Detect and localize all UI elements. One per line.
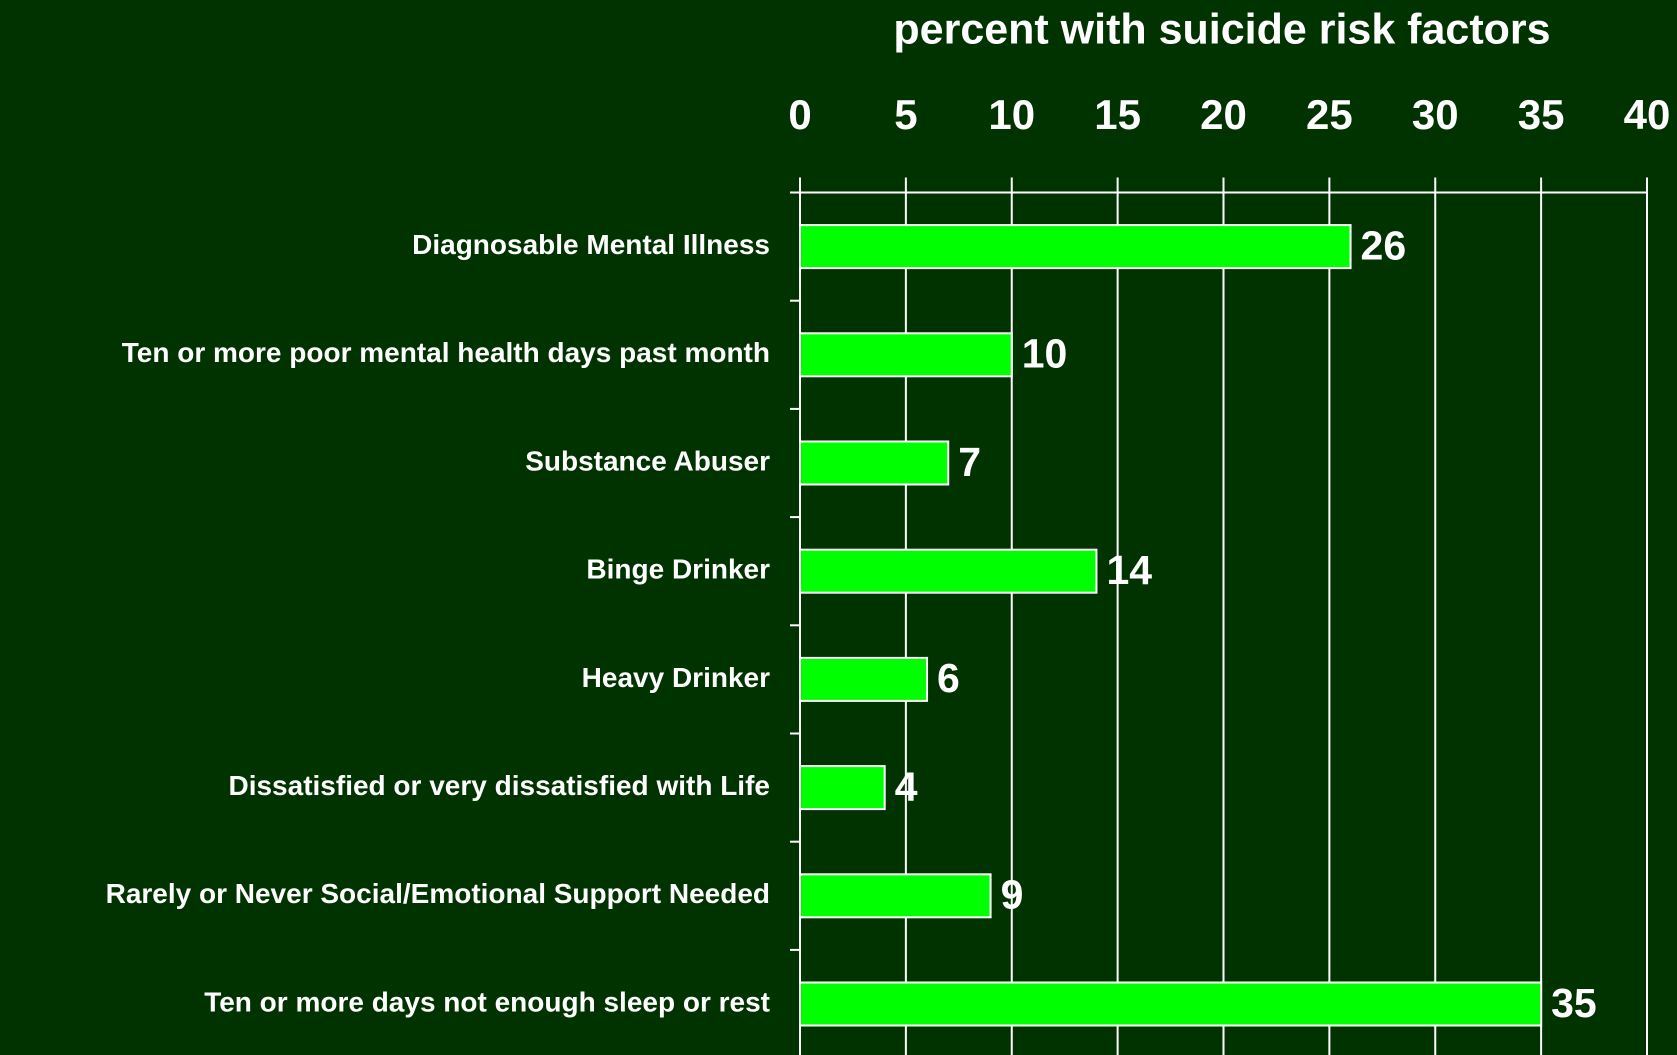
- value-label: 10: [1022, 331, 1068, 377]
- y-tick-label: Dissatisfied or very dissatisfied with L…: [228, 770, 770, 801]
- y-tick-label: Diagnosable Mental Illness: [412, 229, 770, 260]
- value-label: 9: [1001, 872, 1024, 918]
- bar: [799, 224, 1352, 270]
- x-tick-label: 15: [1094, 91, 1141, 138]
- x-tick-label: 20: [1200, 91, 1247, 138]
- value-label: 6: [937, 655, 960, 701]
- chart-title: percent with suicide risk factors: [893, 5, 1550, 53]
- y-tick-label: Ten or more days not enough sleep or res…: [204, 986, 770, 1017]
- x-tick-label: 40: [1624, 91, 1671, 138]
- value-label: 4: [895, 763, 918, 809]
- y-tick-label: Heavy Drinker: [582, 662, 770, 693]
- bar: [799, 332, 1013, 378]
- bar: [799, 765, 886, 811]
- x-tick-label: 0: [788, 91, 811, 138]
- value-label: 14: [1106, 547, 1152, 593]
- y-tick-label: Ten or more poor mental health days past…: [122, 337, 770, 368]
- y-tick-label: Rarely or Never Social/Emotional Support…: [106, 878, 770, 909]
- y-tick-label: Substance Abuser: [525, 445, 770, 476]
- x-tick-label: 10: [988, 91, 1035, 138]
- x-tick-label: 25: [1306, 91, 1353, 138]
- value-label: 26: [1361, 222, 1407, 268]
- value-label: 35: [1551, 980, 1597, 1026]
- y-tick-label: Binge Drinker: [586, 554, 770, 585]
- x-tick-label: 30: [1412, 91, 1459, 138]
- bar: [799, 981, 1543, 1027]
- bar: [799, 440, 950, 486]
- bar: [799, 548, 1098, 594]
- bar: [799, 656, 929, 702]
- value-label: 7: [958, 439, 981, 485]
- x-tick-label: 5: [894, 91, 917, 138]
- x-tick-label: 35: [1518, 91, 1565, 138]
- bar: [799, 873, 992, 919]
